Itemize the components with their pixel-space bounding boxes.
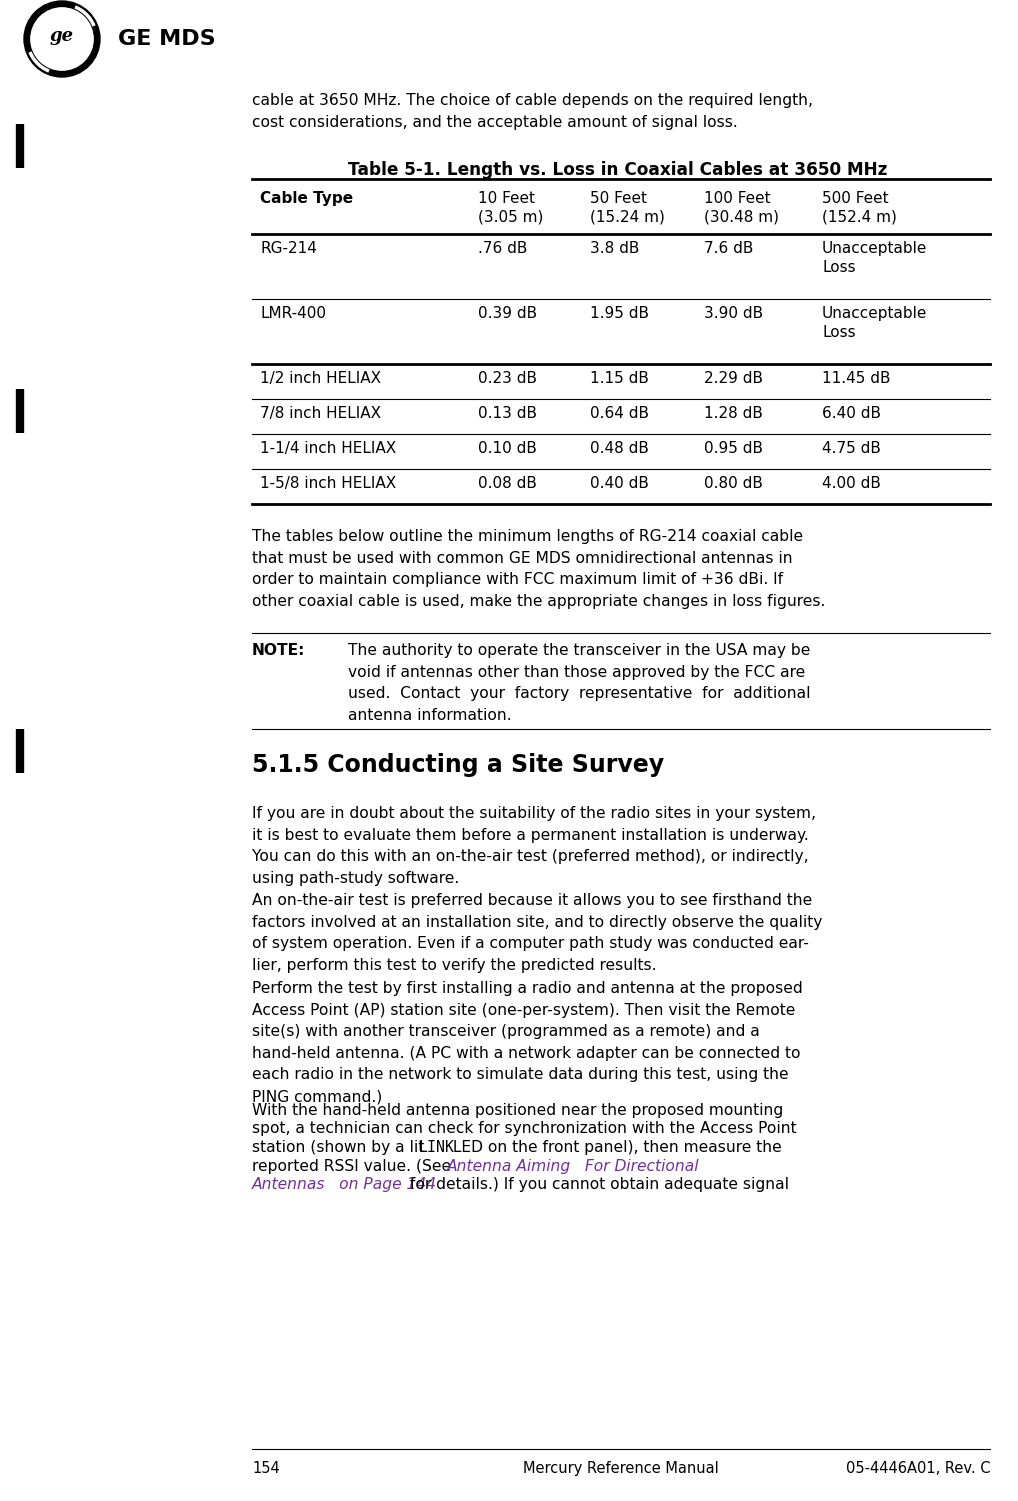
- Circle shape: [24, 2, 100, 77]
- Text: 0.13 dB: 0.13 dB: [478, 405, 538, 420]
- Text: Antennas   on Page 144: Antennas on Page 144: [252, 1177, 437, 1192]
- Text: 1.95 dB: 1.95 dB: [590, 306, 649, 321]
- Text: Table 5-1. Length vs. Loss in Coaxial Cables at 3650 MHz: Table 5-1. Length vs. Loss in Coaxial Ca…: [348, 161, 888, 179]
- Text: for details.) If you cannot obtain adequate signal: for details.) If you cannot obtain adequ…: [405, 1177, 789, 1192]
- Text: If you are in doubt about the suitability of the radio sites in your system,
it : If you are in doubt about the suitabilit…: [252, 806, 816, 886]
- Text: 05-4446A01, Rev. C: 05-4446A01, Rev. C: [846, 1460, 989, 1475]
- Text: 3.8 dB: 3.8 dB: [590, 242, 639, 257]
- Text: 5.1.5 Conducting a Site Survey: 5.1.5 Conducting a Site Survey: [252, 754, 664, 778]
- Text: Cable Type: Cable Type: [260, 191, 353, 206]
- Text: 11.45 dB: 11.45 dB: [822, 371, 891, 386]
- Text: Unacceptable
Loss: Unacceptable Loss: [822, 242, 927, 275]
- Text: 0.64 dB: 0.64 dB: [590, 405, 649, 420]
- Text: An on-the-air test is preferred because it allows you to see firsthand the
facto: An on-the-air test is preferred because …: [252, 893, 823, 973]
- Text: 100 Feet
(30.48 m): 100 Feet (30.48 m): [704, 191, 779, 225]
- Text: 4.00 dB: 4.00 dB: [822, 476, 881, 491]
- Text: 6.40 dB: 6.40 dB: [822, 405, 881, 420]
- Text: 1.28 dB: 1.28 dB: [704, 405, 762, 420]
- Text: cable at 3650 MHz. The choice of cable depends on the required length,
cost cons: cable at 3650 MHz. The choice of cable d…: [252, 93, 813, 129]
- Text: Unacceptable
Loss: Unacceptable Loss: [822, 306, 927, 339]
- Text: GE MDS: GE MDS: [118, 29, 216, 50]
- Text: 7.6 dB: 7.6 dB: [704, 242, 753, 257]
- Text: 2.29 dB: 2.29 dB: [704, 371, 764, 386]
- Text: Mercury Reference Manual: Mercury Reference Manual: [523, 1460, 719, 1475]
- Text: Antenna Aiming   For Directional: Antenna Aiming For Directional: [447, 1159, 699, 1174]
- Text: 1.15 dB: 1.15 dB: [590, 371, 648, 386]
- Text: 500 Feet
(152.4 m): 500 Feet (152.4 m): [822, 191, 897, 225]
- Text: 0.39 dB: 0.39 dB: [478, 306, 538, 321]
- Text: 0.10 dB: 0.10 dB: [478, 441, 536, 456]
- Text: 1/2 inch HELIAX: 1/2 inch HELIAX: [260, 371, 381, 386]
- Text: RG-214: RG-214: [260, 242, 317, 257]
- Text: 7/8 inch HELIAX: 7/8 inch HELIAX: [260, 405, 381, 420]
- Text: 1-1/4 inch HELIAX: 1-1/4 inch HELIAX: [260, 441, 396, 456]
- Text: With the hand-held antenna positioned near the proposed mounting: With the hand-held antenna positioned ne…: [252, 1103, 783, 1118]
- Text: station (shown by a lit: station (shown by a lit: [252, 1139, 430, 1154]
- Text: spot, a technician can check for synchronization with the Access Point: spot, a technician can check for synchro…: [252, 1121, 797, 1136]
- Text: 154: 154: [252, 1460, 280, 1475]
- Text: 0.80 dB: 0.80 dB: [704, 476, 762, 491]
- Text: LINK: LINK: [418, 1139, 455, 1154]
- Text: 0.08 dB: 0.08 dB: [478, 476, 536, 491]
- Text: 0.48 dB: 0.48 dB: [590, 441, 648, 456]
- Text: NOTE:: NOTE:: [252, 642, 305, 657]
- Text: reported RSSI value. (See: reported RSSI value. (See: [252, 1159, 466, 1174]
- Text: .76 dB: .76 dB: [478, 242, 527, 257]
- Text: 0.40 dB: 0.40 dB: [590, 476, 648, 491]
- Text: Perform the test by first installing a radio and antenna at the proposed
Access : Perform the test by first installing a r…: [252, 982, 803, 1105]
- Text: LED on the front panel), then measure the: LED on the front panel), then measure th…: [448, 1139, 782, 1154]
- Text: 3.90 dB: 3.90 dB: [704, 306, 764, 321]
- Text: The tables below outline the minimum lengths of RG-214 coaxial cable
that must b: The tables below outline the minimum len…: [252, 528, 826, 609]
- Text: 1-5/8 inch HELIAX: 1-5/8 inch HELIAX: [260, 476, 396, 491]
- Circle shape: [31, 8, 94, 71]
- Text: 0.23 dB: 0.23 dB: [478, 371, 538, 386]
- Text: 0.95 dB: 0.95 dB: [704, 441, 764, 456]
- Text: ge: ge: [50, 27, 74, 45]
- Text: 10 Feet
(3.05 m): 10 Feet (3.05 m): [478, 191, 544, 225]
- Text: 4.75 dB: 4.75 dB: [822, 441, 881, 456]
- Text: 50 Feet
(15.24 m): 50 Feet (15.24 m): [590, 191, 665, 225]
- Text: The authority to operate the transceiver in the USA may be
void if antennas othe: The authority to operate the transceiver…: [348, 642, 810, 723]
- Text: LMR-400: LMR-400: [260, 306, 326, 321]
